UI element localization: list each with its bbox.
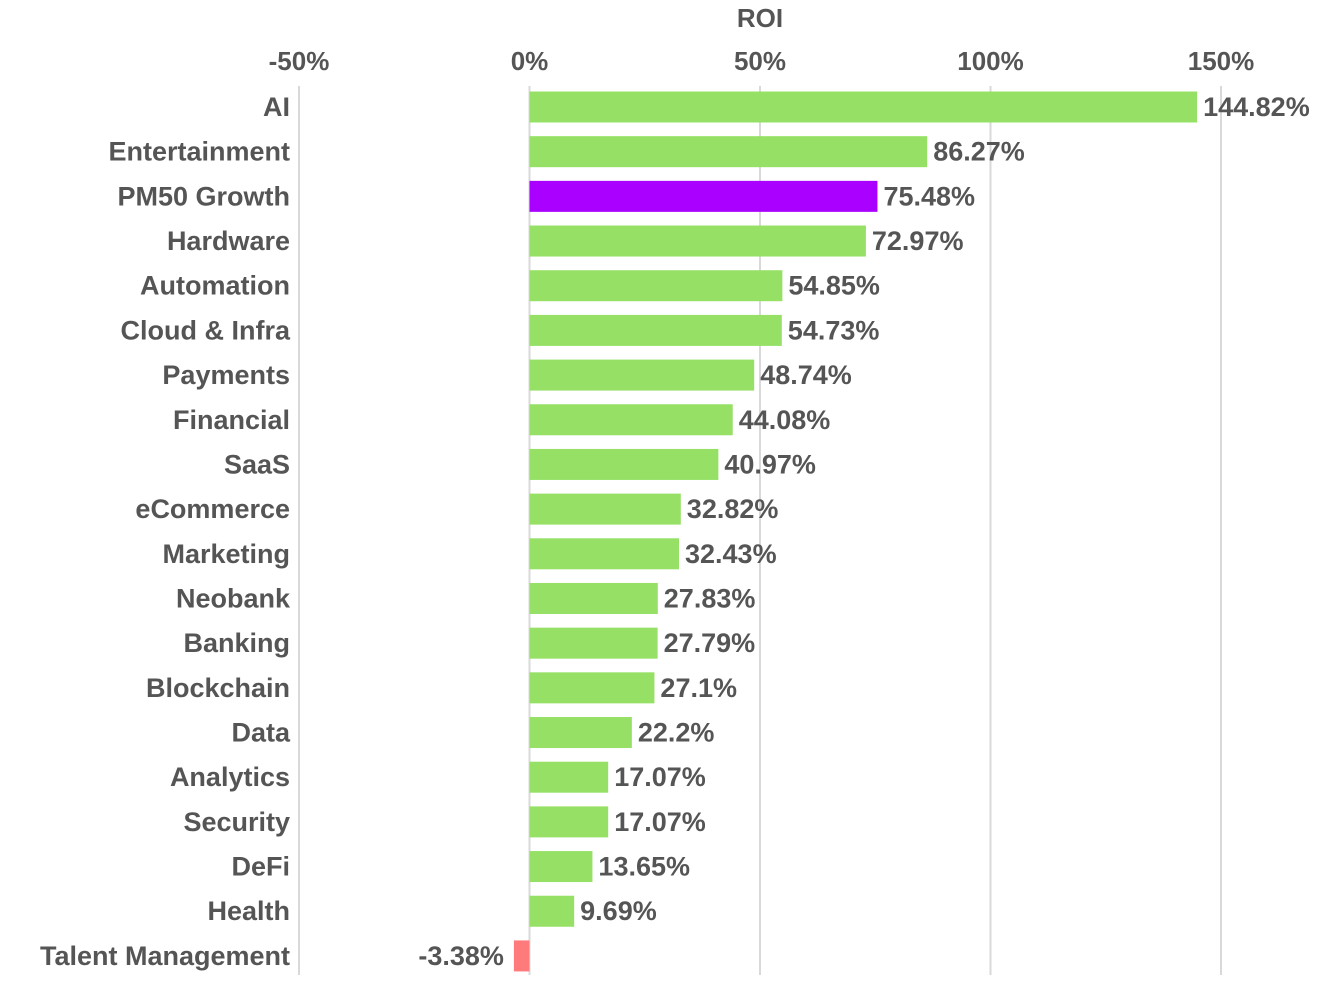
category-label: Cloud & Infra — [121, 315, 291, 345]
data-label: 22.2% — [638, 718, 715, 748]
category-label: Entertainment — [108, 137, 290, 167]
x-tick-label: 50% — [734, 46, 786, 76]
bar — [529, 180, 878, 212]
data-label: 40.97% — [724, 449, 816, 479]
category-label: Banking — [183, 628, 290, 658]
category-label: Security — [183, 807, 290, 837]
data-label: 54.85% — [788, 271, 880, 301]
category-label: Financial — [173, 405, 290, 435]
x-tick-label: 150% — [1188, 46, 1255, 76]
x-axis-title: ROI — [737, 3, 783, 33]
gridlines — [298, 86, 1222, 975]
data-label: 48.74% — [760, 360, 852, 390]
bar — [529, 851, 593, 883]
bar — [529, 270, 783, 302]
category-label: Marketing — [162, 539, 290, 569]
data-label: 72.97% — [872, 226, 964, 256]
category-labels: AI Entertainment PM50 Growth Hardware Automa… — [40, 92, 291, 971]
category-label: Blockchain — [146, 673, 290, 703]
data-label: 27.1% — [660, 673, 737, 703]
category-label: Payments — [162, 360, 290, 390]
x-tick-label: 0% — [511, 46, 549, 76]
bar — [529, 493, 681, 525]
bar — [529, 672, 655, 704]
data-label: 86.27% — [933, 137, 1025, 167]
category-label: Neobank — [176, 583, 291, 613]
category-label: AI — [263, 92, 290, 122]
bar — [529, 404, 733, 436]
data-label: 44.08% — [739, 405, 831, 435]
category-label: eCommerce — [135, 494, 290, 524]
x-tick-label: -50% — [269, 46, 330, 76]
data-label: 54.73% — [788, 315, 880, 345]
bar — [529, 895, 575, 927]
data-label: 17.07% — [614, 807, 706, 837]
bar — [529, 717, 632, 749]
bar — [529, 91, 1198, 123]
bar — [529, 448, 719, 480]
data-label: 9.69% — [580, 896, 657, 926]
bar — [529, 359, 755, 391]
bar — [529, 806, 609, 838]
category-label: Talent Management — [40, 941, 290, 971]
x-axis-ticks: -50% 0% 50% 100% 150% — [269, 46, 1255, 76]
bars — [513, 91, 1198, 972]
category-label: Health — [207, 896, 290, 926]
data-label: 32.43% — [685, 539, 777, 569]
bar — [529, 627, 658, 659]
value-labels: 144.82% 86.27% 75.48% 72.97% 54.85% 54.73% 48.… — [418, 92, 1309, 971]
category-label: Data — [231, 718, 291, 748]
bar — [529, 538, 680, 570]
bar — [529, 136, 928, 168]
data-label: 27.79% — [664, 628, 756, 658]
x-tick-label: 100% — [957, 46, 1024, 76]
data-label: 17.07% — [614, 762, 706, 792]
bar — [513, 940, 530, 972]
category-label: SaaS — [224, 449, 290, 479]
data-label: 27.83% — [664, 583, 756, 613]
data-label: 32.82% — [687, 494, 779, 524]
category-label: Analytics — [170, 762, 290, 792]
category-label: Automation — [140, 271, 290, 301]
bar — [529, 761, 609, 793]
bar — [529, 582, 658, 614]
bar — [529, 314, 782, 346]
category-label: Hardware — [167, 226, 290, 256]
data-label: 75.48% — [883, 181, 975, 211]
data-label: 144.82% — [1203, 92, 1310, 122]
data-label: -3.38% — [418, 941, 504, 971]
category-label: PM50 Growth — [117, 181, 290, 211]
bar — [529, 225, 866, 257]
data-label: 13.65% — [598, 852, 690, 882]
category-label: DeFi — [231, 852, 290, 882]
